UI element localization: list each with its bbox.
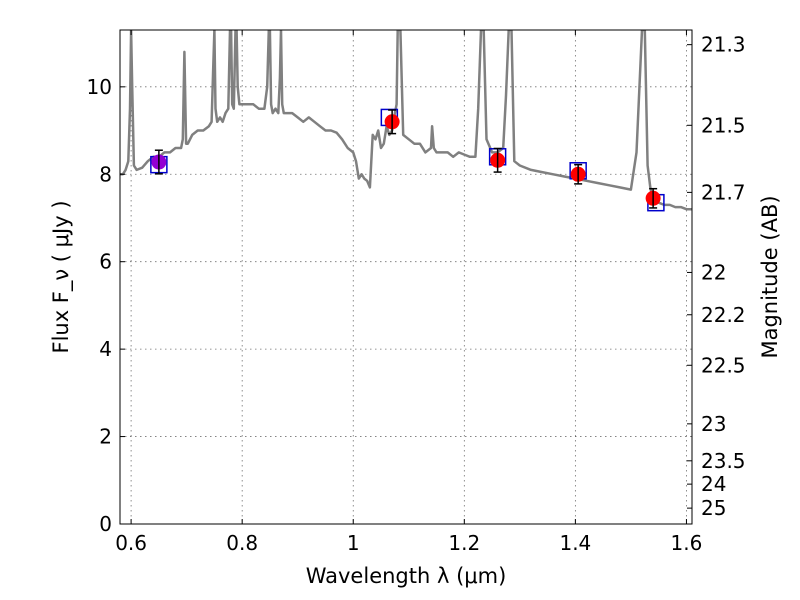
- mag-tick-label: 23.5: [701, 449, 746, 473]
- mag-tick-label: 21.3: [701, 33, 746, 57]
- mag-tick-label: 22: [701, 260, 726, 284]
- mag-tick-label: 24: [701, 472, 726, 496]
- x-axis-label: Wavelength λ (μm): [306, 564, 507, 588]
- mag-tick-label: 22.5: [701, 353, 746, 377]
- mag-tick-label: 23: [701, 412, 726, 436]
- y-tick-label: 10: [87, 75, 112, 99]
- y-axis-label: Flux F_ν ( μJy ): [49, 200, 74, 353]
- y-tick-label: 2: [99, 425, 112, 449]
- x-tick-label: 1: [347, 531, 360, 555]
- data-points: [150, 108, 665, 212]
- x-tick-label: 0.8: [226, 531, 258, 555]
- x-tick-label: 1.2: [448, 531, 480, 555]
- x-tick-label: 0.6: [115, 531, 147, 555]
- y-tick-label: 6: [99, 250, 112, 274]
- y-tick-label: 4: [99, 337, 112, 361]
- y-tick-label: 8: [99, 162, 112, 186]
- mag-tick-label: 21.5: [701, 113, 746, 137]
- x-tick-label: 1.4: [559, 531, 591, 555]
- mag-tick-label: 25: [701, 496, 726, 520]
- model-spectrum-line: [120, 30, 692, 211]
- mag-tick-label: 21.7: [701, 180, 746, 204]
- plot-area: [120, 30, 692, 211]
- plot-frame: [119, 29, 693, 525]
- x-tick-label: 1.6: [671, 531, 703, 555]
- axis-ticks: 0.6 0.8 1 1.2 1.4 1.6024681021.321.521.72222.…: [87, 30, 746, 555]
- y2-axis-label: Magnitude (AB): [758, 195, 782, 358]
- y-tick-label: 0: [99, 512, 112, 536]
- mag-tick-label: 22.2: [701, 303, 746, 327]
